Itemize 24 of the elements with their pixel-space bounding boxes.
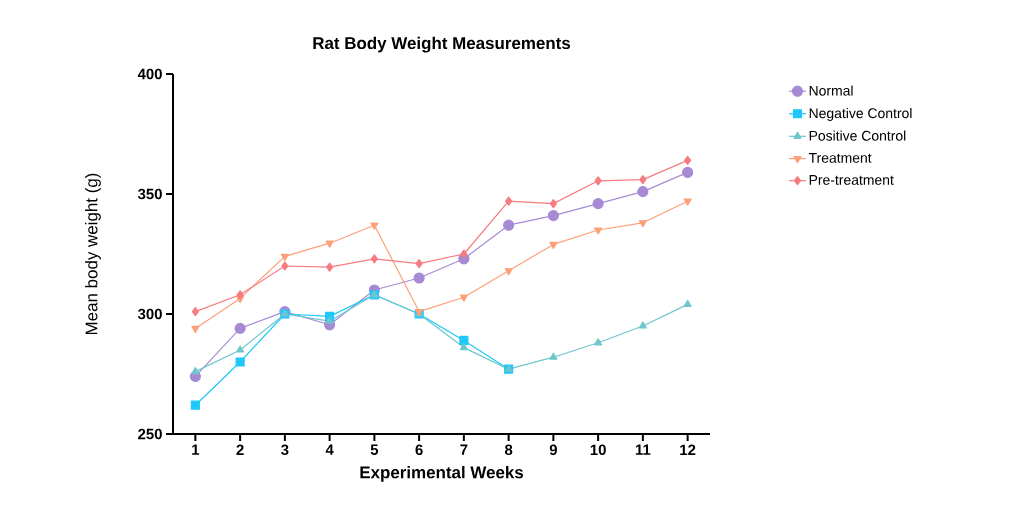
x-tick-label: 11 — [635, 444, 651, 455]
y-tick-label: 300 — [137, 308, 162, 320]
x-tick-label: 4 — [325, 444, 334, 455]
y-tick-label: 400 — [137, 68, 162, 80]
legend-label: Normal — [809, 85, 853, 96]
x-tick-label: 8 — [504, 444, 513, 456]
x-tick-label: 5 — [370, 444, 379, 455]
y-tick-label: 350 — [137, 188, 162, 200]
legend-label: Pre-treatment — [809, 175, 894, 185]
x-tick-label: 3 — [281, 444, 289, 456]
x-tick-label: 10 — [590, 444, 606, 456]
legend-label: Positive Control — [809, 130, 906, 141]
legend-label: Treatment — [808, 153, 872, 163]
x-tick-label: 2 — [236, 444, 244, 455]
chart-title: Rat Body Weight Measurements — [313, 36, 571, 53]
y-axis-title: Mean body weight (g) — [85, 173, 101, 335]
y-tick-label: 250 — [138, 428, 162, 440]
legend-label: Negative Control — [809, 107, 912, 121]
x-tick-label: 1 — [192, 444, 200, 455]
x-tick-label: 6 — [415, 444, 423, 456]
x-tick-label: 9 — [549, 444, 557, 456]
x-axis-title: Experimental Weeks — [360, 465, 524, 482]
x-tick-label: 12 — [680, 444, 696, 455]
x-tick-label: 7 — [460, 444, 468, 455]
